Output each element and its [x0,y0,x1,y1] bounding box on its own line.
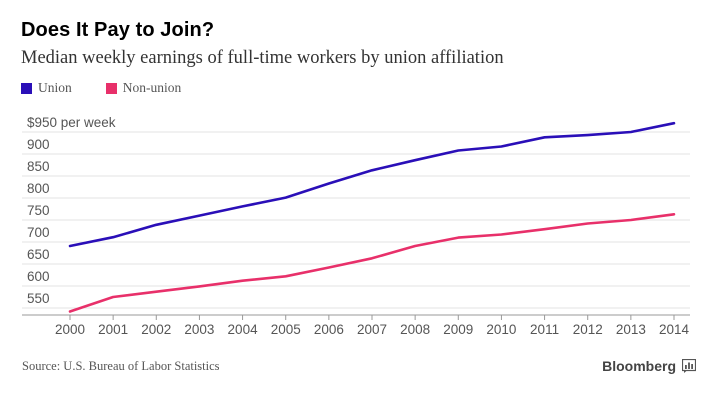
series-line-non-union [68,213,676,313]
y-tick-label-950: $950 per week [27,115,116,130]
series-lines [68,121,676,313]
x-tick-label-2001: 2001 [98,322,128,337]
x-tick-label-2011: 2011 [530,322,559,337]
brand-name: Bloomberg [602,358,676,374]
legend-item-union: Union [21,80,72,96]
x-tick-label-2013: 2013 [616,322,646,337]
legend-swatch-union [21,82,32,94]
chart-title: Does It Pay to Join? [21,19,215,41]
x-tick-label-2010: 2010 [486,322,516,337]
legend-swatch-non-union [105,82,117,94]
y-tick-label-650: 650 [27,247,50,262]
x-tick-label-2006: 2006 [314,322,344,337]
y-tick-label-700: 700 [27,225,50,240]
y-tick-label-800: 800 [27,181,50,196]
y-tick-label-600: 600 [27,269,50,284]
source-note: Source: U.S. Bureau of Labor Statistics [22,359,220,373]
x-tick-label-2014: 2014 [659,322,690,337]
x-tick-label-2004: 2004 [228,322,259,337]
x-tick-label-2008: 2008 [400,322,430,337]
legend: Union Non-union [21,80,215,96]
y-tick-label-900: 900 [27,137,50,152]
brand-logo: Bloomberg [602,358,696,374]
legend-label-union: Union [38,80,72,95]
x-tick-label-2007: 2007 [357,322,387,337]
x-axis: 2000 2001 2002 2003 2004 2005 2006 2007 2008 2009… [55,315,690,337]
chart-subtitle: Median weekly earnings of full-time work… [21,48,504,68]
bloomberg-chart-icon [682,359,696,373]
x-tick-label-2012: 2012 [573,322,603,337]
x-tick-label-2005: 2005 [271,322,301,337]
x-tick-label-2009: 2009 [443,322,473,337]
x-tick-label-2003: 2003 [184,322,214,337]
x-tick-label-2002: 2002 [141,322,171,337]
legend-item-non-union: Non-union [105,80,182,96]
y-tick-label-550: 550 [27,291,50,306]
y-tick-label-750: 750 [27,203,50,218]
series-line-union [68,121,676,248]
y-tick-label-850: 850 [27,159,50,174]
y-axis: 550 600 650 700 750 800 850 900 $950 per week [27,115,116,306]
legend-label-non-union: Non-union [122,80,182,95]
x-tick-label-2000: 2000 [55,322,85,337]
